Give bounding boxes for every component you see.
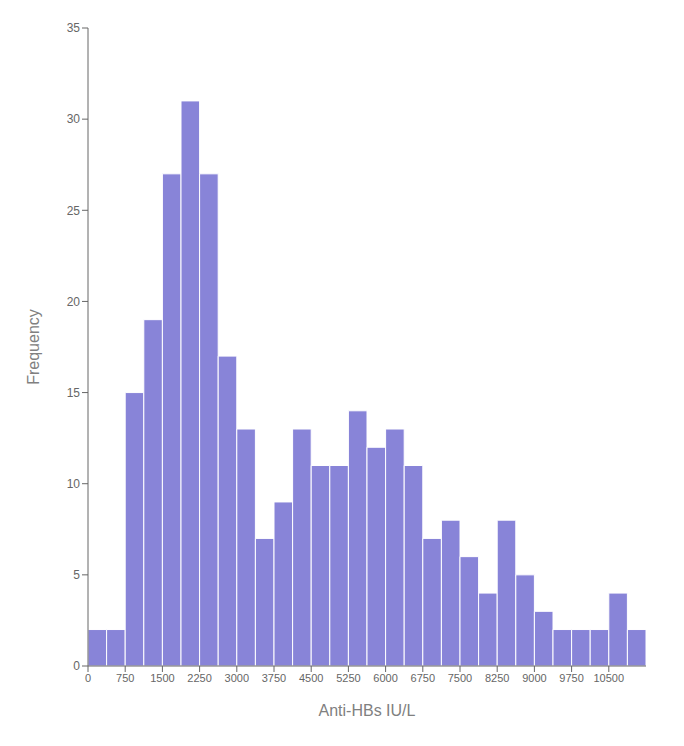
svg-text:20: 20 [67,295,81,309]
svg-text:5: 5 [73,568,80,582]
svg-text:4500: 4500 [299,672,323,684]
svg-text:15: 15 [67,386,81,400]
svg-text:Anti-HBs IU/L: Anti-HBs IU/L [319,702,416,719]
svg-text:35: 35 [67,21,81,35]
svg-text:3000: 3000 [225,672,249,684]
svg-text:750: 750 [116,672,134,684]
svg-text:30: 30 [67,112,81,126]
svg-text:6750: 6750 [411,672,435,684]
svg-text:9750: 9750 [559,672,583,684]
svg-text:9000: 9000 [522,672,546,684]
svg-text:2250: 2250 [187,672,211,684]
svg-text:6000: 6000 [373,672,397,684]
svg-text:10: 10 [67,477,81,491]
svg-text:0: 0 [85,672,91,684]
svg-text:8250: 8250 [485,672,509,684]
svg-text:10500: 10500 [594,672,625,684]
svg-text:Frequency: Frequency [25,309,42,385]
svg-text:1500: 1500 [150,672,174,684]
svg-text:25: 25 [67,204,81,218]
svg-text:3750: 3750 [262,672,286,684]
svg-text:5250: 5250 [336,672,360,684]
svg-text:0: 0 [73,659,80,673]
svg-text:7500: 7500 [448,672,472,684]
